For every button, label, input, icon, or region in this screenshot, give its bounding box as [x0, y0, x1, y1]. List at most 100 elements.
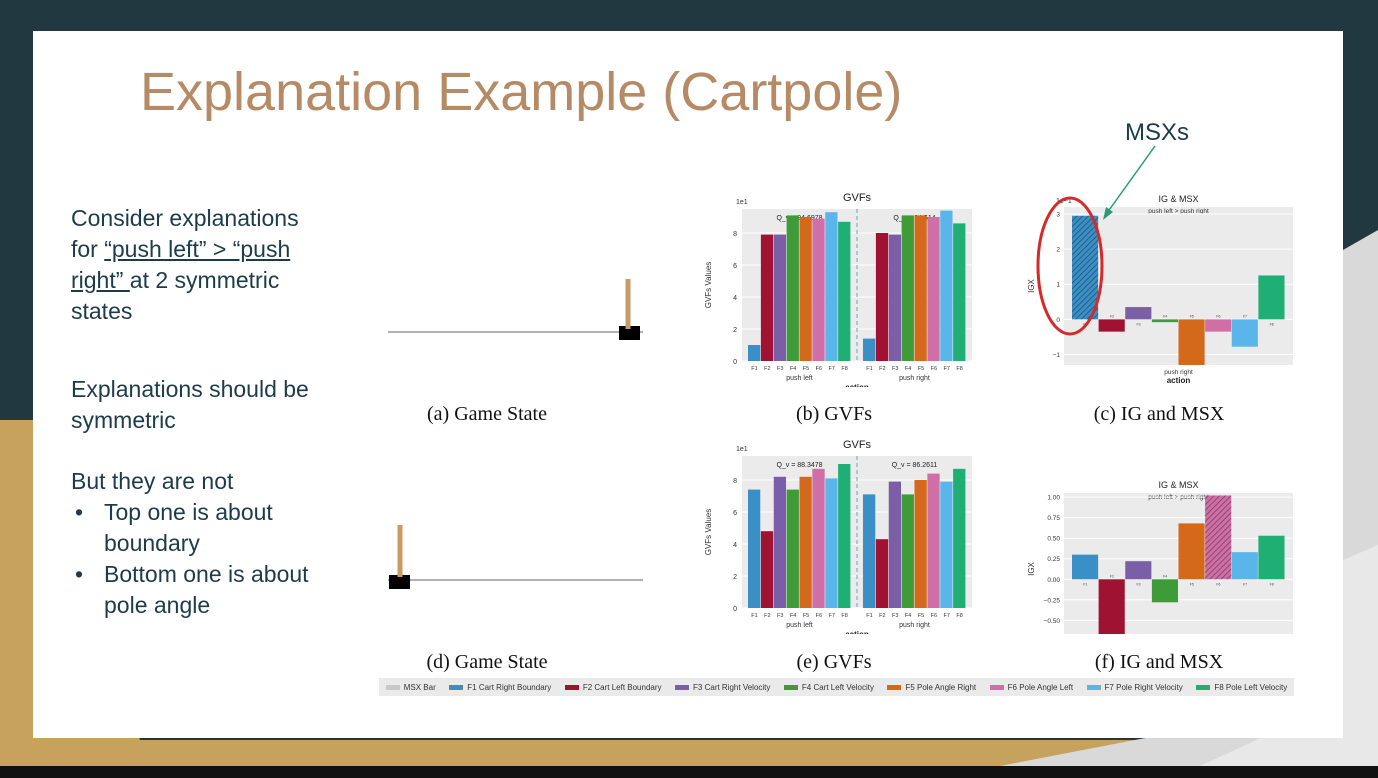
y-tick-label: 0	[733, 359, 737, 366]
bar-f8	[838, 221, 851, 361]
bar-f2	[875, 233, 889, 361]
bar-f3	[1125, 307, 1152, 320]
y-tick-label: 2	[1056, 247, 1060, 254]
bar-f6	[927, 217, 940, 361]
x-tick-label: F7	[943, 366, 949, 372]
intro-text: Consider explanations for “push left” > …	[71, 203, 371, 327]
legend-label: F8 Pole Left Velocity	[1214, 682, 1288, 692]
bar-tick-label: F7	[1243, 582, 1247, 586]
q-value-label: Q_v = 88.3478	[776, 462, 822, 469]
group-label: push left	[786, 622, 813, 629]
bar-f5	[914, 215, 927, 361]
x-axis-label: action	[845, 383, 869, 387]
legend-label: F1 Cart Right Boundary	[467, 682, 552, 692]
x-tick-label: F5	[918, 366, 924, 372]
bar-f5	[914, 480, 927, 608]
bar-f2	[1098, 579, 1125, 634]
y-tick-label: 0.25	[1047, 556, 1060, 563]
intro-text-for: for	[71, 236, 105, 262]
bar-f4	[1151, 579, 1178, 603]
bar-f6	[1205, 319, 1232, 332]
bar-tick-label: F4	[1163, 314, 1167, 318]
x-tick-label: push right	[1164, 369, 1193, 376]
intro-line-1: Consider explanations	[71, 205, 299, 231]
x-tick-label: F3	[892, 613, 898, 619]
bar-f2	[760, 531, 774, 608]
legend-swatch	[564, 684, 579, 690]
x-tick-label: F1	[751, 613, 757, 619]
legend-swatch	[449, 684, 464, 690]
legend-swatch	[675, 684, 690, 690]
bullet-pole-angle: Bottom one is about pole angle	[71, 559, 371, 621]
bullet-1-line-2: boundary	[104, 530, 200, 556]
y-tick-label: 1.00	[1047, 495, 1060, 502]
legend-item: F1 Cart Right Boundary	[449, 683, 551, 692]
slide-canvas: Explanation Example (Cartpole) Consider …	[33, 31, 1343, 738]
bar-f7	[940, 481, 953, 608]
cart-body	[619, 326, 640, 340]
legend-item: F6 Pole Angle Left	[989, 683, 1073, 692]
bar-tick-label: F2	[1110, 574, 1114, 578]
group-label: push right	[899, 622, 930, 629]
y-tick-label: 0.00	[1047, 577, 1060, 584]
x-tick-label: F5	[918, 613, 924, 619]
x-axis-label: action	[1167, 376, 1191, 385]
bar-tick-label: F3	[1137, 322, 1141, 326]
symmetry-text: Explanations should be symmetric	[71, 374, 371, 436]
y-tick-label: 1	[1056, 282, 1060, 289]
x-tick-label: F3	[777, 366, 783, 372]
bar-f4	[786, 215, 799, 361]
bar-tick-label: F7	[1243, 314, 1247, 318]
legend-swatch	[1086, 684, 1101, 690]
legend-item: F8 Pole Left Velocity	[1196, 683, 1287, 692]
bar-f7	[825, 478, 838, 608]
bar-f2	[760, 234, 774, 361]
legend-label: F3 Cart Right Velocity	[693, 682, 771, 692]
chart-scale-label: 1e−1	[1056, 198, 1072, 205]
x-tick-label: F6	[816, 366, 822, 372]
bar-f3	[888, 481, 902, 608]
bar-f1	[748, 345, 761, 361]
bar-f3	[888, 234, 902, 361]
legend-item: F4 Cart Left Velocity	[783, 683, 874, 692]
x-tick-label: F5	[803, 366, 809, 372]
bar-tick-label: F1	[1083, 582, 1087, 586]
bar-f7	[1231, 319, 1258, 347]
bar-f4	[901, 494, 914, 608]
bar-f8	[838, 464, 851, 608]
legend-label: F2 Cart Left Boundary	[582, 682, 662, 692]
msxs-label: MSXs	[1125, 119, 1190, 146]
y-axis-label: IGX	[1027, 561, 1036, 575]
intro-text-states: at 2 symmetric	[129, 267, 280, 293]
y-tick-label: 4	[733, 295, 737, 302]
x-tick-label: F8	[956, 366, 962, 372]
bar-tick-label: F8	[1270, 322, 1274, 326]
cart-body	[389, 575, 410, 589]
bar-tick-label: F6	[1216, 582, 1220, 586]
y-tick-label: 0.75	[1047, 515, 1060, 522]
bar-f7	[1231, 552, 1258, 580]
legend-label: MSX Bar	[403, 682, 436, 692]
intro-line-2: for “push left” > “push	[71, 234, 371, 265]
bar-f6	[812, 468, 825, 608]
legend-swatch	[887, 684, 902, 690]
x-tick-label: F5	[803, 613, 809, 619]
caption-d: (d) Game State	[426, 651, 548, 673]
chart-title: GVFs	[843, 192, 872, 204]
slide-title: Explanation Example (Cartpole)	[140, 62, 903, 122]
bar-tick-label: F3	[1137, 582, 1141, 586]
bar-f8	[1258, 275, 1285, 320]
bar-tick-label: F6	[1216, 314, 1220, 318]
x-tick-label: F1	[866, 613, 872, 619]
x-tick-label: F1	[751, 366, 757, 372]
x-tick-label: F8	[841, 366, 847, 372]
bar-f3	[773, 476, 787, 608]
legend-label: F7 Pole Right Velocity	[1104, 682, 1183, 692]
legend-item: F2 Cart Left Boundary	[564, 682, 662, 692]
y-tick-label: 0.50	[1047, 536, 1060, 543]
q-value-label: Q_v = 86.2611	[892, 462, 938, 469]
legend-item: MSX Bar	[385, 682, 436, 692]
gvf-chart-bottom: GVFs 1e1 0 2 4 6 8 GVFs Values Q_v = 88.3478 F1 F2…	[704, 439, 972, 634]
